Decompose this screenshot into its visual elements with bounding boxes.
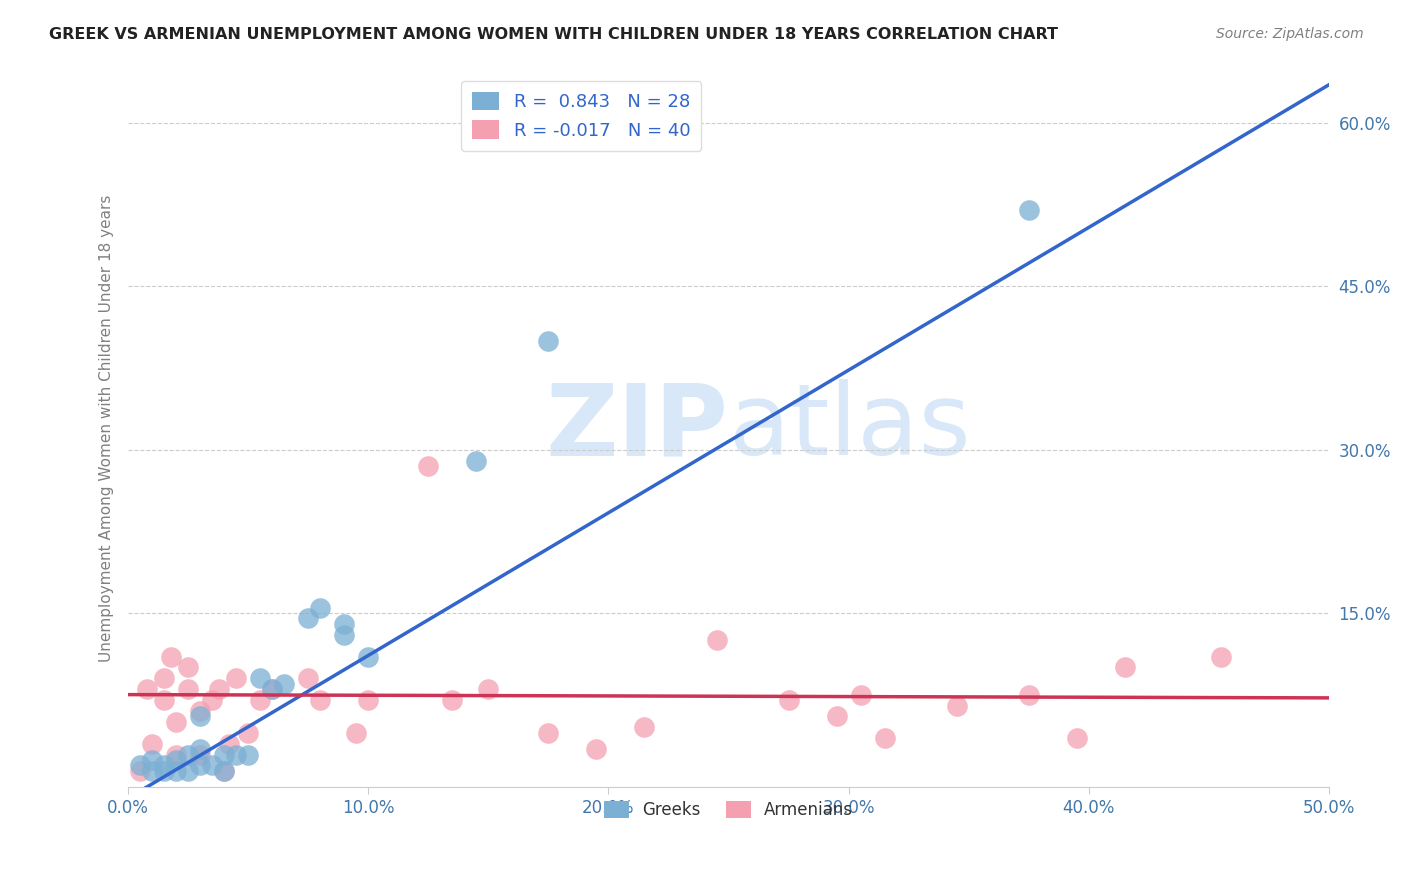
- Point: [188, 758, 211, 772]
- Y-axis label: Unemployment Among Women with Children Under 18 years: Unemployment Among Women with Children U…: [100, 194, 114, 662]
- Point: [262, 682, 284, 697]
- Point: [153, 758, 176, 772]
- Point: [177, 660, 200, 674]
- Point: [1209, 649, 1232, 664]
- Point: [188, 742, 211, 756]
- Point: [778, 693, 800, 707]
- Point: [477, 682, 499, 697]
- Point: [1018, 688, 1040, 702]
- Point: [706, 633, 728, 648]
- Text: Source: ZipAtlas.com: Source: ZipAtlas.com: [1216, 27, 1364, 41]
- Point: [333, 616, 356, 631]
- Point: [160, 649, 183, 664]
- Point: [188, 704, 211, 718]
- Point: [262, 682, 284, 697]
- Point: [357, 693, 380, 707]
- Point: [1066, 731, 1088, 746]
- Point: [214, 764, 236, 778]
- Point: [309, 693, 332, 707]
- Point: [153, 764, 176, 778]
- Point: [153, 693, 176, 707]
- Point: [177, 747, 200, 762]
- Point: [214, 747, 236, 762]
- Point: [201, 693, 224, 707]
- Point: [249, 671, 271, 685]
- Point: [177, 682, 200, 697]
- Point: [357, 649, 380, 664]
- Point: [333, 628, 356, 642]
- Point: [165, 753, 187, 767]
- Point: [225, 747, 247, 762]
- Point: [309, 600, 332, 615]
- Point: [165, 764, 187, 778]
- Point: [165, 747, 187, 762]
- Point: [1114, 660, 1136, 674]
- Point: [418, 458, 440, 473]
- Point: [297, 611, 319, 625]
- Point: [441, 693, 464, 707]
- Legend: Greeks, Armenians: Greeks, Armenians: [598, 794, 859, 826]
- Text: GREEK VS ARMENIAN UNEMPLOYMENT AMONG WOMEN WITH CHILDREN UNDER 18 YEARS CORRELAT: GREEK VS ARMENIAN UNEMPLOYMENT AMONG WOM…: [49, 27, 1059, 42]
- Point: [129, 764, 152, 778]
- Point: [465, 453, 488, 467]
- Point: [188, 709, 211, 723]
- Text: ZIP: ZIP: [546, 379, 728, 476]
- Point: [188, 747, 211, 762]
- Point: [945, 698, 967, 713]
- Point: [165, 714, 187, 729]
- Point: [141, 764, 163, 778]
- Point: [344, 725, 367, 739]
- Point: [849, 688, 872, 702]
- Point: [141, 737, 163, 751]
- Point: [585, 742, 607, 756]
- Text: atlas: atlas: [728, 379, 970, 476]
- Point: [633, 720, 655, 734]
- Point: [218, 737, 240, 751]
- Point: [273, 677, 295, 691]
- Point: [1018, 203, 1040, 218]
- Point: [225, 671, 247, 685]
- Point: [201, 758, 224, 772]
- Point: [297, 671, 319, 685]
- Point: [873, 731, 896, 746]
- Point: [214, 764, 236, 778]
- Point: [249, 693, 271, 707]
- Point: [177, 764, 200, 778]
- Point: [537, 334, 560, 348]
- Point: [136, 682, 159, 697]
- Point: [825, 709, 848, 723]
- Point: [141, 753, 163, 767]
- Point: [153, 671, 176, 685]
- Point: [208, 682, 231, 697]
- Point: [129, 758, 152, 772]
- Point: [537, 725, 560, 739]
- Point: [238, 747, 260, 762]
- Point: [238, 725, 260, 739]
